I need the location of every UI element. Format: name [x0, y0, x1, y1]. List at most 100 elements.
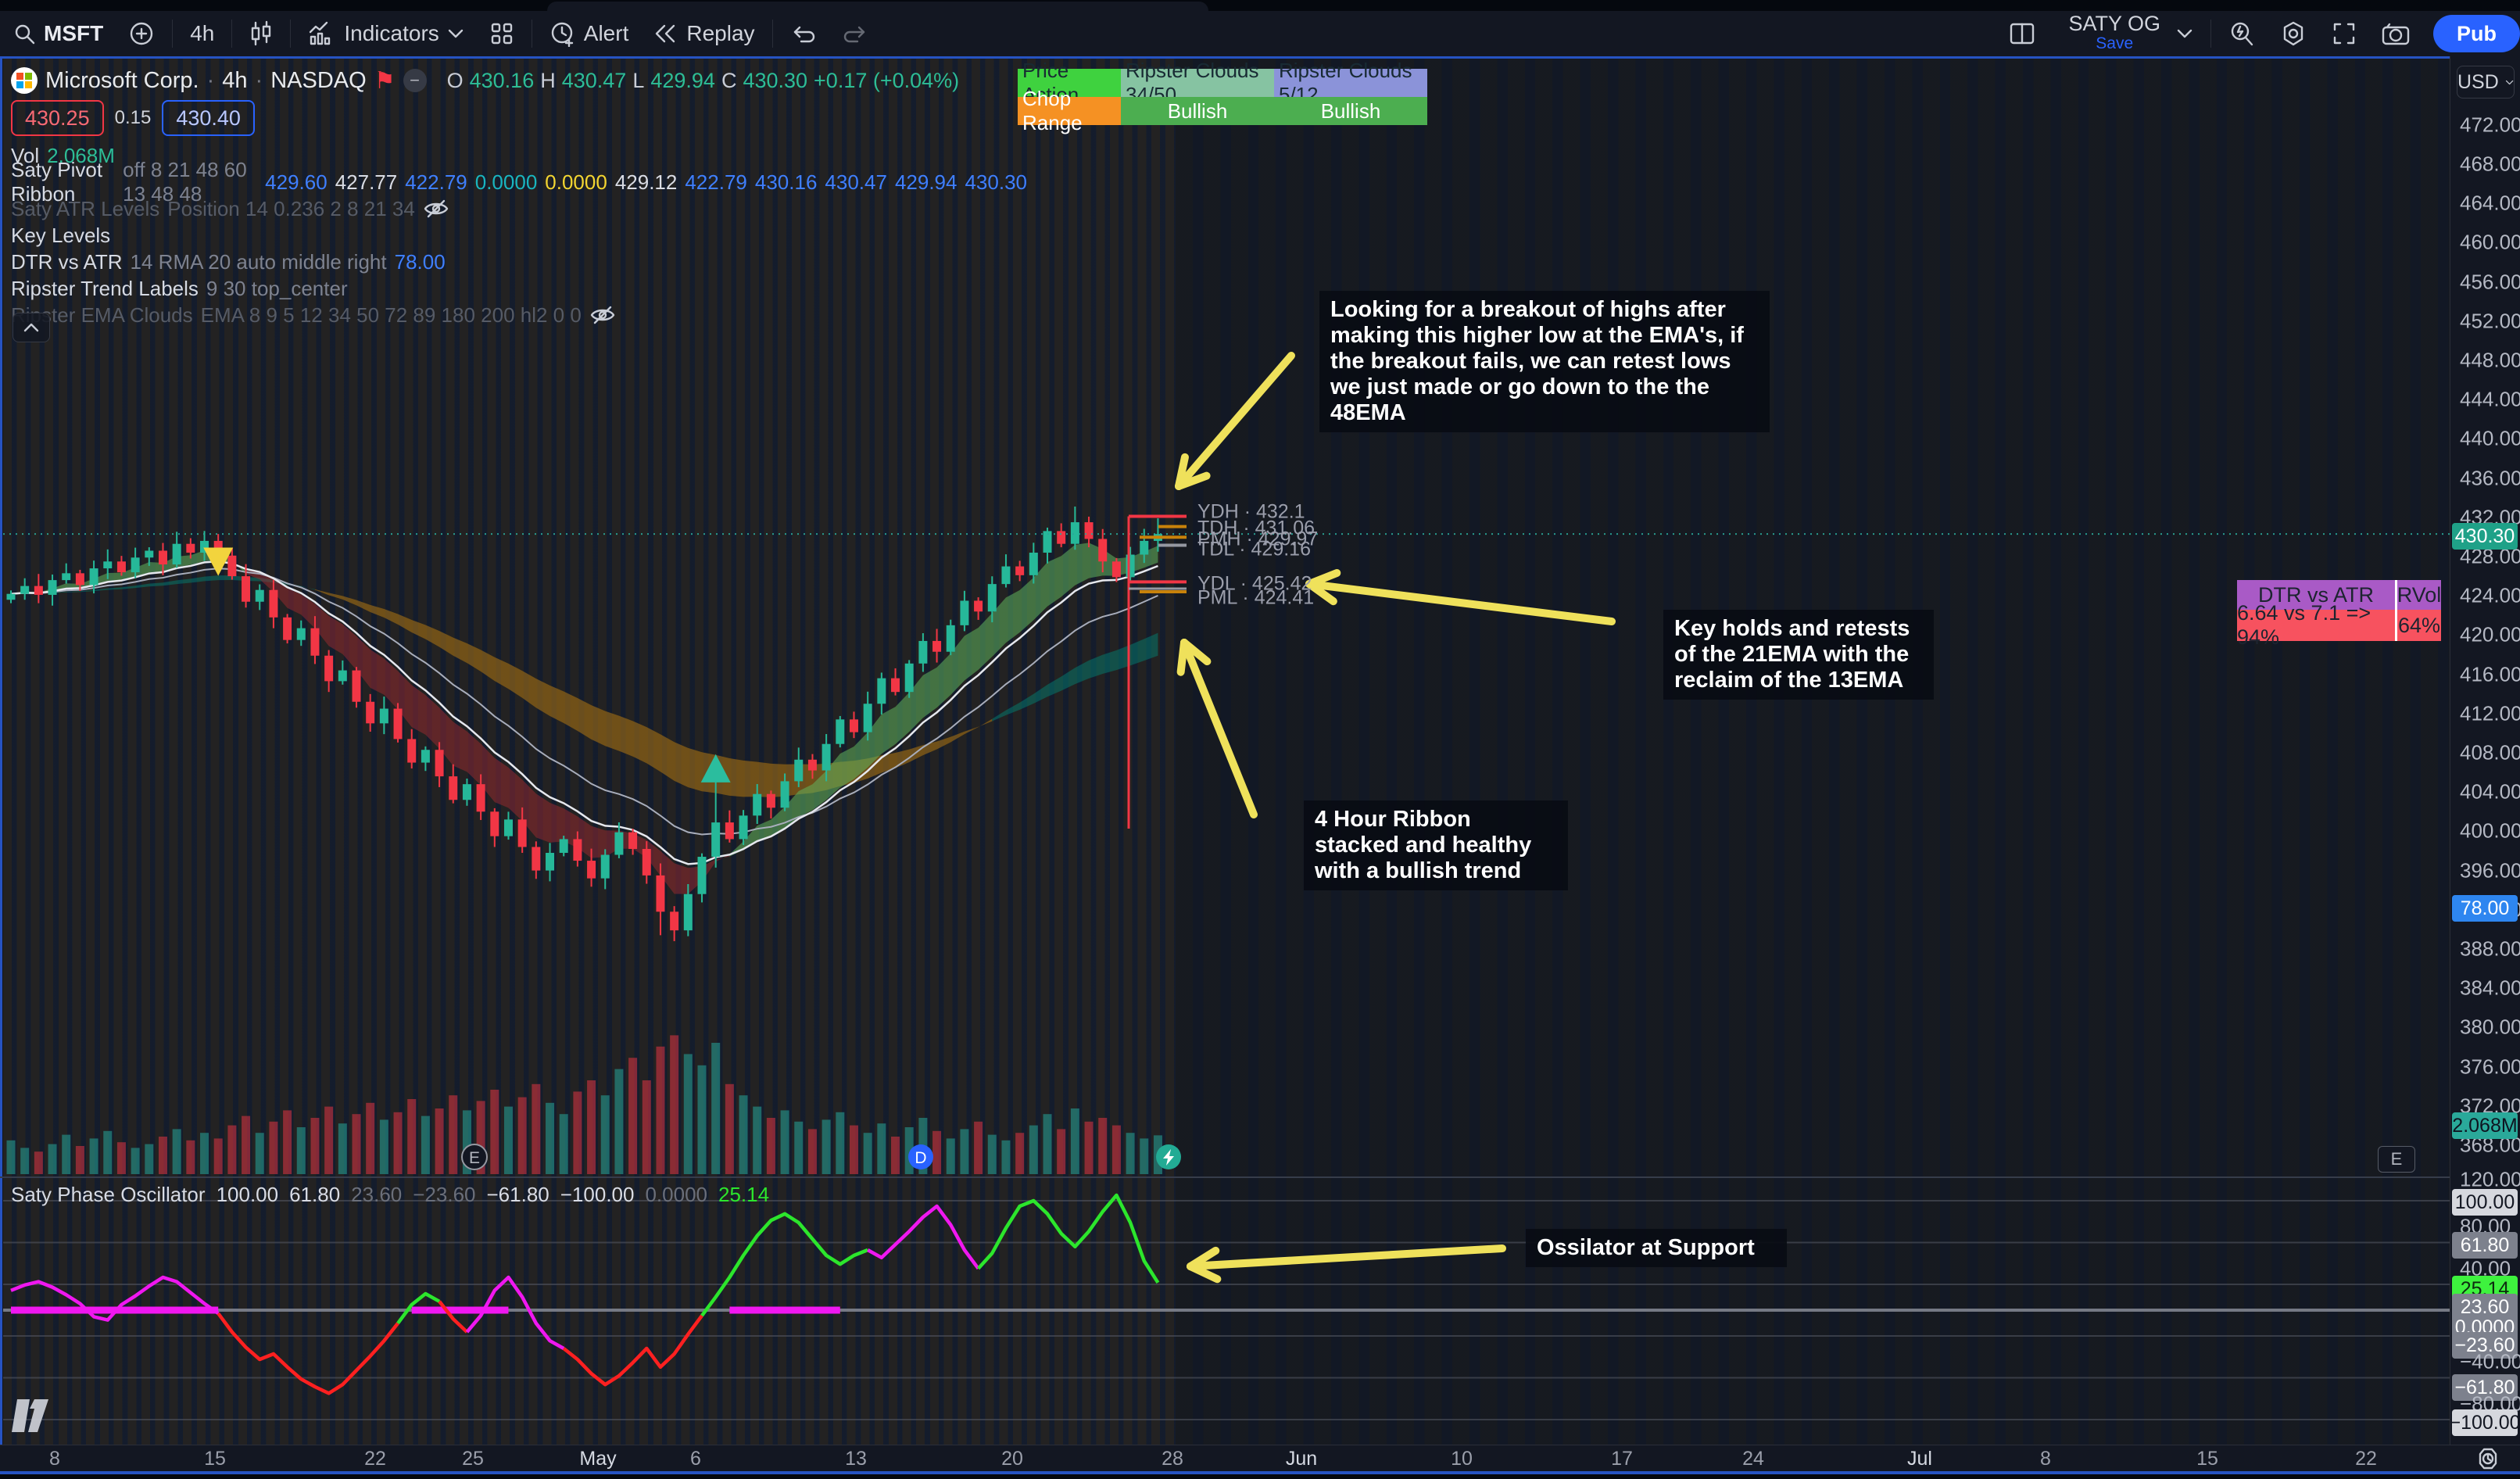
symbol-search-button[interactable]: MSFT — [0, 16, 116, 51]
interval-button[interactable]: 4h — [177, 16, 227, 51]
tradingview-logo[interactable] — [12, 1399, 48, 1432]
eye-hidden-icon[interactable] — [589, 305, 616, 325]
oscillator-legend-value: 61.80 — [289, 1183, 341, 1206]
more-options-icon[interactable]: − — [403, 69, 427, 92]
ema-cloud — [314, 589, 993, 797]
indicators-label: Indicators — [344, 21, 439, 45]
triangle-up-marker[interactable] — [700, 754, 731, 782]
annotation-key-holds[interactable]: Key holds and retests of the 21EMA with … — [1663, 610, 1934, 700]
eye-hidden-icon[interactable] — [423, 199, 449, 219]
volume-bar — [517, 1097, 527, 1174]
indicator-row[interactable]: DTR vs ATR 14 RMA 20 auto middle right 78.… — [11, 249, 1027, 275]
indicator-templates-button[interactable] — [477, 16, 527, 51]
indicator-rows: Vol 2.068M Saty Pivot Ribbon off 8 21 48 60… — [11, 142, 1027, 328]
ask-button[interactable]: 430.40 — [162, 100, 255, 136]
drawn-arrow[interactable] — [1176, 639, 1258, 818]
redo-button[interactable] — [829, 16, 881, 51]
trend-table-cell: Ripster Clouds 34/50 — [1121, 59, 1274, 106]
layout-menu-button[interactable]: SATY OG Save — [2048, 13, 2206, 52]
price-axis-label: 400.00 — [2460, 818, 2520, 843]
chart-style-button[interactable] — [237, 16, 285, 51]
candle-body — [670, 911, 679, 931]
layout-panels-button[interactable] — [1996, 16, 2048, 51]
pane-resize-bar[interactable] — [0, 1471, 2520, 1474]
annotation-ribbon[interactable]: 4 Hour Ribbon stacked and healthy with a… — [1304, 800, 1568, 890]
oscillator-legend-value: 25.14 — [718, 1183, 770, 1206]
candle-body — [711, 822, 721, 858]
annotation-breakout[interactable]: Looking for a breakout of highs after ma… — [1319, 291, 1770, 432]
price-axis[interactable]: USD 472.00 468.00 464.00 460.00 456.00 452.00… — [2449, 56, 2520, 1445]
candle-body — [642, 848, 651, 876]
drawn-arrow[interactable] — [1305, 569, 1616, 625]
volume-bar — [1098, 1118, 1108, 1174]
window-tab[interactable] — [547, 2, 1208, 11]
fullscreen-icon — [2333, 23, 2355, 45]
volume-bar — [766, 1118, 775, 1174]
quick-search-button[interactable] — [2216, 16, 2268, 51]
candle-body — [310, 628, 320, 656]
volume-bar — [103, 1130, 113, 1174]
settings-button[interactable] — [2268, 16, 2319, 51]
oscillator-legend-value: −100.00 — [560, 1183, 635, 1206]
fullscreen-button[interactable] — [2319, 16, 2369, 51]
replay-button[interactable]: Replay — [641, 16, 767, 51]
candle-body — [753, 793, 762, 816]
candle-body — [794, 759, 804, 782]
oscillator-axis-label: 61.80 — [2452, 1232, 2518, 1259]
indicator-row[interactable]: Saty ATR Levels Position 14 0.236 2 8 21 … — [11, 195, 1027, 222]
undo-button[interactable] — [778, 16, 829, 51]
axis-clock-icon[interactable] — [2476, 1447, 2500, 1470]
bid-button[interactable]: 430.25 — [11, 100, 104, 136]
candle-body — [891, 678, 900, 693]
oscillator-legend-row[interactable]: Saty Phase Oscillator 100.00 61.80 23.60 −2… — [11, 1183, 780, 1207]
oscillator-line — [562, 1314, 703, 1387]
volume-bar — [960, 1129, 969, 1174]
compare-add-button[interactable] — [116, 16, 167, 51]
ohlc-values: O 430.16 H 430.47 L 429.94 C 430.30 +0.17 (+… — [446, 68, 960, 92]
publish-button[interactable]: Pub — [2433, 15, 2520, 52]
volume-bar — [725, 1083, 734, 1174]
candle-body — [573, 839, 582, 861]
time-axis-tick: 25 — [462, 1448, 484, 1470]
volume-bar — [462, 1110, 471, 1174]
dividend-event-icon[interactable]: D — [908, 1144, 933, 1169]
snapshot-button[interactable] — [2369, 16, 2422, 51]
volume-bar — [1029, 1125, 1038, 1174]
candle-body — [20, 586, 30, 594]
candle-body — [1029, 552, 1038, 575]
earnings-axis-badge[interactable]: E — [2378, 1146, 2415, 1173]
oscillator-axis-label: 100.00 — [2452, 1189, 2518, 1216]
time-axis[interactable]: 8 15 22 25 May 6 13 20 28 Jun 10 17 24 Jul 8 15 22 — [0, 1445, 2520, 1471]
earnings-event-icon[interactable]: E — [461, 1144, 488, 1170]
drawn-arrow[interactable] — [1175, 352, 1295, 490]
flag-icon[interactable]: ⚑ — [374, 67, 396, 94]
pane-border-top — [0, 56, 2520, 59]
indicator-row[interactable]: Ripster EMA Clouds EMA 8 9 5 12 34 50 72 … — [11, 302, 1027, 328]
indicators-button[interactable]: Indicators — [295, 16, 476, 51]
indicator-row[interactable]: Vol 2.068M — [11, 142, 1027, 169]
indicator-row[interactable]: Saty Pivot Ribbon off 8 21 48 60 13 48 48… — [11, 158, 1027, 206]
indicator-value: 2.068M — [47, 143, 115, 167]
currency-button[interactable]: USD — [2457, 66, 2515, 98]
candle-body — [739, 815, 748, 840]
triangle-down-marker[interactable] — [203, 547, 234, 576]
volume-bar — [546, 1102, 555, 1174]
legend-collapse-button[interactable] — [13, 313, 50, 342]
annotation-oscillator[interactable]: Ossilator at Support — [1526, 1229, 1787, 1267]
flash-event-icon[interactable] — [1156, 1144, 1181, 1169]
candle-body — [863, 704, 872, 732]
oscillator-legend-value: 100.00 — [216, 1183, 279, 1206]
indicator-row[interactable]: Ripster Trend Labels 9 30 top_center — [11, 275, 1027, 302]
oscillator-legend-value: 0.0000 — [645, 1183, 707, 1206]
volume-bar — [877, 1123, 886, 1174]
save-layout-link[interactable]: Save — [2096, 34, 2134, 52]
indicator-row[interactable]: Key Levels — [11, 222, 1027, 249]
time-axis-tick: 22 — [364, 1448, 386, 1470]
alert-button[interactable]: Alert — [537, 16, 642, 51]
chevron-down-icon — [2505, 80, 2514, 84]
pane-divider[interactable] — [0, 1176, 2450, 1178]
drawn-arrow[interactable] — [1187, 1244, 1506, 1284]
symbol-legend-row[interactable]: Microsoft Corp. · 4h · NASDAQ ⚑ − O 430.1… — [11, 66, 1027, 95]
volume-bar — [1057, 1129, 1066, 1174]
